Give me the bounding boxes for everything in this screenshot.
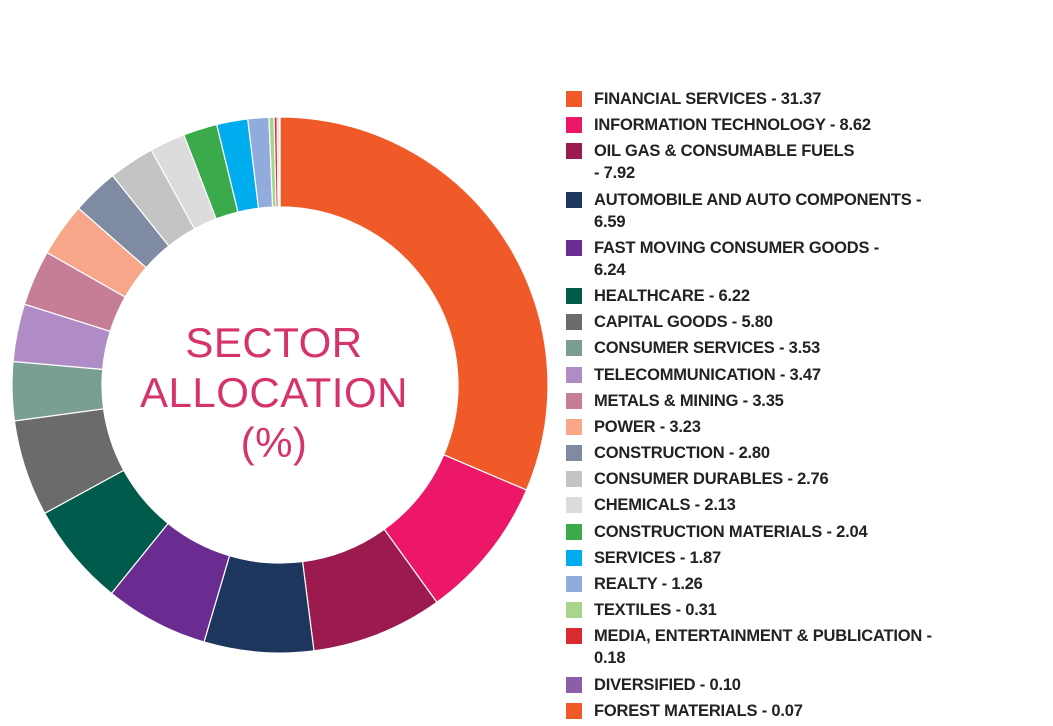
legend-item: DIVERSIFIED - 0.10 [566, 674, 986, 696]
center-title-line-3: (%) [240, 419, 308, 466]
legend-item: AUTOMOBILE AND AUTO COMPONENTS -6.59 [566, 189, 986, 233]
legend-item: INFORMATION TECHNOLOGY - 8.62 [566, 114, 986, 136]
legend-swatch [566, 628, 582, 645]
donut-center-title: SECTOR ALLOCATION (%) [115, 318, 433, 468]
center-title-line-1: SECTOR [185, 319, 363, 366]
legend-swatch [566, 392, 582, 409]
legend-label: HEALTHCARE - 6.22 [594, 286, 750, 305]
legend-swatch [566, 549, 582, 566]
legend-label: CONSTRUCTION - 2.80 [594, 444, 770, 463]
legend-swatch [566, 418, 582, 435]
legend-swatch [566, 523, 582, 540]
legend-label: OIL GAS & CONSUMABLE FUELS - 7.92 [594, 142, 855, 183]
legend-item: OIL GAS & CONSUMABLE FUELS - 7.92 [566, 140, 986, 184]
legend-swatch [566, 471, 582, 488]
legend-label: TELECOMMUNICATION - 3.47 [594, 365, 821, 384]
legend-swatch [566, 602, 582, 619]
legend-item: TELECOMMUNICATION - 3.47 [566, 364, 986, 386]
legend-label: SERVICES - 1.87 [594, 548, 721, 567]
legend-label: CONSUMER DURABLES - 2.76 [594, 470, 829, 489]
sector-allocation-donut-chart [11, 116, 549, 654]
legend-swatch [566, 576, 582, 592]
legend-swatch [566, 117, 582, 134]
legend-swatch [566, 445, 582, 462]
legend-item: CONSTRUCTION - 2.80 [566, 442, 986, 464]
legend-label: FAST MOVING CONSUMER GOODS -6.24 [594, 238, 879, 279]
legend-label: FINANCIAL SERVICES - 31.37 [594, 90, 822, 108]
legend-item: TEXTILES - 0.31 [566, 599, 986, 621]
legend-swatch [566, 702, 582, 719]
legend-label: AUTOMOBILE AND AUTO COMPONENTS -6.59 [594, 190, 922, 231]
legend-label: CAPITAL GOODS - 5.80 [594, 313, 773, 332]
legend-swatch [566, 366, 582, 383]
slice-financial-services [279, 116, 549, 491]
legend-label: METALS & MINING - 3.35 [594, 391, 784, 410]
legend-item: CHEMICALS - 2.13 [566, 494, 986, 516]
legend-item: CONSUMER SERVICES - 3.53 [566, 337, 986, 359]
legend-swatch [566, 91, 582, 107]
legend-item: POWER - 3.23 [566, 416, 986, 438]
legend-label: REALTY - 1.26 [594, 575, 703, 593]
legend-label: CONSUMER SERVICES - 3.53 [594, 339, 820, 358]
legend-label: POWER - 3.23 [594, 417, 701, 436]
legend-label: INFORMATION TECHNOLOGY - 8.62 [594, 116, 871, 135]
center-title-line-2: ALLOCATION [140, 369, 408, 416]
legend-swatch [566, 676, 582, 693]
legend-swatch [566, 340, 582, 357]
legend-item: FAST MOVING CONSUMER GOODS -6.24 [566, 237, 986, 281]
legend-item: HEALTHCARE - 6.22 [566, 285, 986, 307]
legend-label: MEDIA, ENTERTAINMENT & PUBLICATION -0.18 [594, 627, 932, 668]
legend-item: METALS & MINING - 3.35 [566, 390, 986, 412]
legend-item: SERVICES - 1.87 [566, 547, 986, 569]
legend-label: CHEMICALS - 2.13 [594, 496, 736, 515]
legend-label: FOREST MATERIALS - 0.07 [594, 701, 803, 720]
legend-swatch [566, 314, 582, 331]
legend-label: DIVERSIFIED - 0.10 [594, 675, 741, 694]
legend-swatch [566, 239, 582, 256]
legend-item: FINANCIAL SERVICES - 31.37 [566, 88, 986, 110]
slice-forest-materials [278, 116, 281, 208]
legend-item: CONSTRUCTION MATERIALS - 2.04 [566, 521, 986, 543]
legend-item: FOREST MATERIALS - 0.07 [566, 700, 986, 722]
legend-swatch [566, 143, 582, 160]
legend-item: MEDIA, ENTERTAINMENT & PUBLICATION -0.18 [566, 625, 986, 669]
legend-swatch [566, 191, 582, 208]
legend-label: CONSTRUCTION MATERIALS - 2.04 [594, 522, 868, 541]
legend-item: CAPITAL GOODS - 5.80 [566, 311, 986, 333]
legend-item: CONSUMER DURABLES - 2.76 [566, 468, 986, 490]
legend-label: TEXTILES - 0.31 [594, 601, 717, 620]
legend-swatch [566, 497, 582, 514]
legend-swatch [566, 287, 582, 304]
legend-item: REALTY - 1.26 [566, 573, 986, 595]
chart-legend: FINANCIAL SERVICES - 31.37 INFORMATION TE… [566, 88, 986, 726]
